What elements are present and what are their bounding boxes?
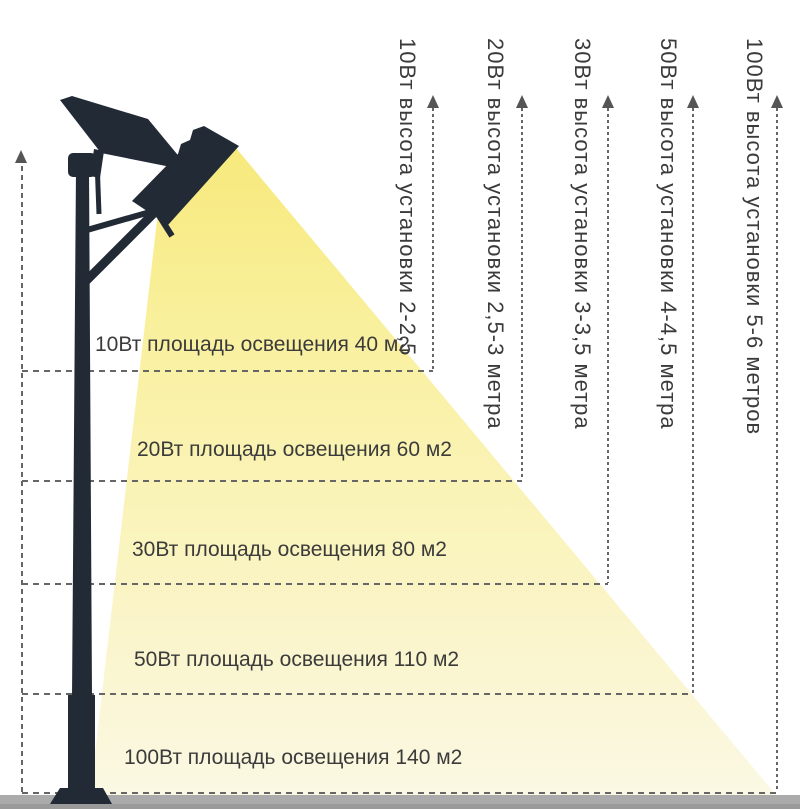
area-label-100w: 100Вт площадь освещения 140 м2 [124, 746, 463, 769]
up-arrowhead-icon [427, 95, 439, 108]
area-label-20w: 20Вт площадь освещения 60 м2 [137, 438, 452, 461]
area-line-50w [22, 693, 693, 695]
area-label-50w: 50Вт площадь освещения 110 м2 [134, 648, 460, 671]
area-line-100w [22, 792, 777, 794]
light-cone [90, 148, 776, 796]
ground-edge [0, 804, 800, 809]
height-label-30w: 30Вт высота установки 3-3,5 метра [570, 38, 595, 430]
height-label-20w: 20Вт высота установки 2,5-3 метра [483, 38, 508, 430]
lamp-head [132, 126, 239, 225]
height-arrow-100w [776, 108, 778, 792]
up-arrowhead-icon [771, 95, 783, 108]
area-label-10w: 10Вт площадь освещения 40 м2 [95, 333, 410, 356]
ground [0, 795, 800, 805]
height-arrow-30w [607, 108, 609, 583]
up-arrowhead-icon [602, 95, 614, 108]
height-arrow-20w [521, 108, 523, 480]
area-line-20w [22, 480, 522, 482]
height-arrow-10w [432, 108, 434, 370]
area-line-10w [22, 370, 433, 372]
up-arrowhead-icon [15, 150, 27, 163]
up-arrowhead-icon [516, 95, 528, 108]
solar-panel [60, 96, 191, 171]
height-arrow-50w [692, 108, 694, 693]
up-arrowhead-icon [687, 95, 699, 108]
area-label-30w: 30Вт площадь освещения 80 м2 [132, 538, 447, 561]
height-label-100w: 100Вт высота установки 5-6 метров [742, 38, 767, 436]
street-light-silhouette [50, 96, 239, 804]
area-line-30w [22, 583, 608, 585]
height-label-50w: 50Вт высота установки 4-4,5 метра [656, 38, 681, 430]
height-label-10w: 10Вт высота установки 2-2,5 [395, 38, 420, 357]
